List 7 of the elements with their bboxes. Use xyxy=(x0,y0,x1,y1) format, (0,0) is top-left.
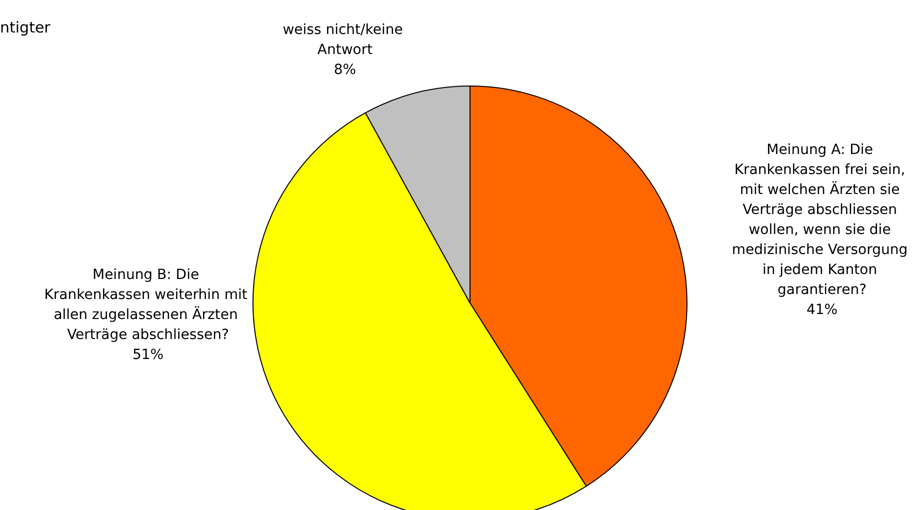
data-label: 51% xyxy=(132,347,164,363)
slice-label: Meinung A: Die Krankenkassen frei sein, mit welchen Ärzten sie Verträge abschliessen wollen, wenn sie die medizinische Versorgung in jedem Kanton garantieren? xyxy=(732,142,912,298)
data-label: 8% xyxy=(334,62,356,78)
slice-label: weiss nicht/keine Antwort xyxy=(282,22,408,58)
data-label: 41% xyxy=(806,302,838,318)
text: ntigter xyxy=(0,18,52,36)
slice-label: Meinung B: Die Krankenkassen weiterhin mit allen zugelassenen Ärzten Verträge abschliessen? xyxy=(44,267,252,343)
